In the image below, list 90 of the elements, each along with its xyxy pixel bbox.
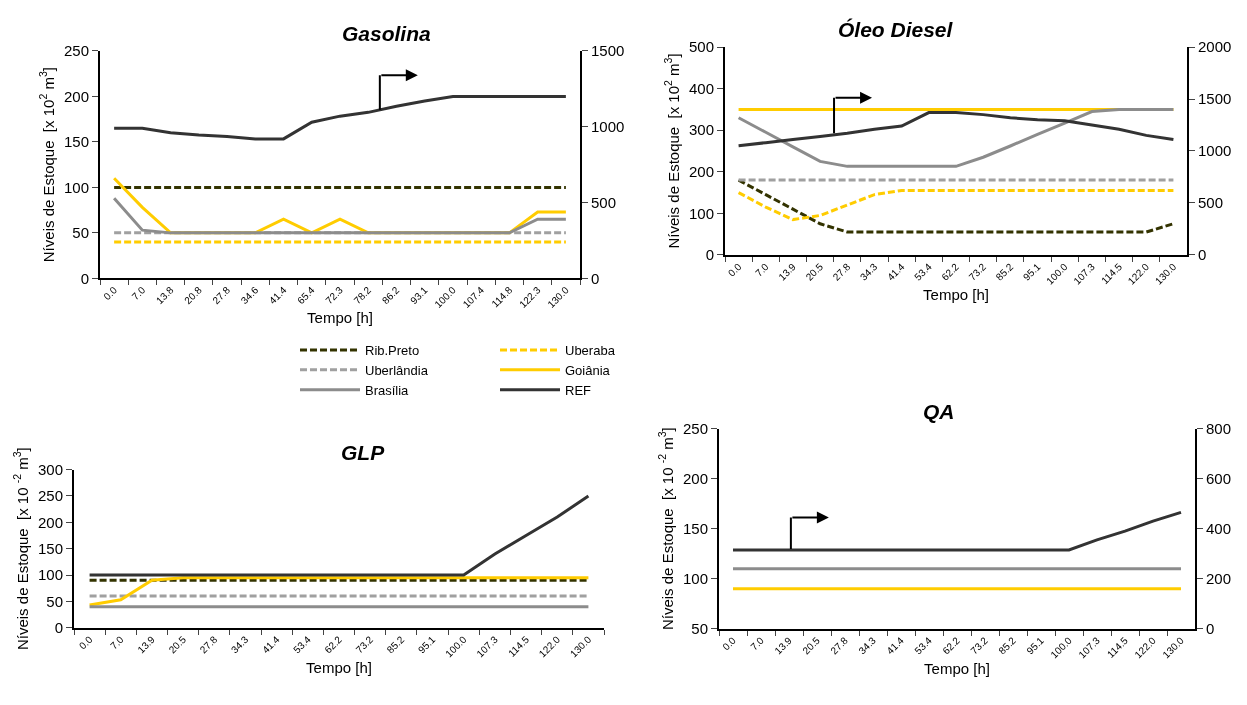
y-tick-label: 150 (37, 539, 63, 557)
x-axis-title: Tempo [h] (924, 659, 990, 677)
y2-tick-label: 1000 (591, 118, 625, 135)
y-tick-label: 500 (688, 38, 714, 56)
y-tick-label: 0 (54, 618, 63, 636)
x-tick-label: 34.3 (856, 634, 879, 657)
x-tick-label: 7.0 (129, 284, 148, 303)
x-tick-label: 13.8 (154, 284, 176, 307)
y-tick-label: 50 (691, 619, 708, 637)
y-tick-label: 250 (63, 42, 89, 60)
legend-label: Uberlândia (365, 362, 429, 378)
x-tick-label: 41.4 (260, 633, 282, 656)
chart-title: Óleo Diesel (838, 18, 954, 41)
y2-tick-label: 2000 (1198, 38, 1232, 56)
y-tick-label: 200 (37, 513, 63, 531)
x-tick-label: 0.0 (720, 634, 739, 653)
x-axis-title: Tempo [h] (923, 286, 989, 304)
y-tick-label: 250 (682, 419, 708, 437)
x-tick-label: 41.4 (884, 634, 907, 657)
x-tick-label: 0.0 (101, 284, 120, 303)
y-tick-label: 400 (688, 79, 714, 97)
x-tick-label: 85.2 (993, 260, 1016, 283)
x-tick-label: 85.2 (996, 634, 1019, 657)
y2-tick-label: 500 (1198, 194, 1224, 212)
y2-tick-label: 600 (1206, 469, 1232, 487)
legend-label: Brasília (365, 382, 410, 398)
x-tick-label: 13.9 (135, 633, 158, 656)
y2-tick-label: 1000 (1198, 142, 1232, 160)
x-tick-label: 7.0 (753, 260, 772, 279)
y2-tick-label: 800 (1206, 419, 1232, 437)
y2-tick-label: 1500 (591, 42, 625, 60)
x-tick-label: 41.4 (266, 284, 289, 307)
x-tick-label: 95.1 (415, 633, 438, 656)
y-tick-label: 150 (682, 519, 708, 537)
x-tick-label: 7.0 (108, 633, 127, 652)
y2-tick-label: 0 (591, 269, 600, 287)
x-tick-label: 62.2 (939, 260, 962, 283)
y-tick-label: 0 (80, 269, 89, 287)
x-tick-label: 95.1 (1024, 634, 1047, 657)
x-tick-label: 93.1 (408, 284, 430, 307)
x-tick-label: 62.2 (322, 633, 345, 656)
x-tick-label: 41.4 (885, 260, 907, 283)
y2-tick-label: 200 (1206, 569, 1232, 587)
x-tick-label: 34.3 (228, 633, 251, 656)
x-tick-label: 53.4 (912, 634, 935, 657)
legend-label: Rib.Preto (365, 342, 420, 358)
y-tick-label: 200 (682, 469, 708, 487)
x-tick-label: 34.6 (238, 284, 261, 307)
x-tick-label: 72.3 (323, 284, 346, 307)
y-tick-label: 100 (682, 569, 708, 587)
legend-label: Uberaba (565, 342, 616, 358)
y-tick-label: 200 (63, 87, 89, 105)
x-tick-label: 62.2 (940, 634, 963, 657)
legend-label: Goiânia (565, 362, 611, 378)
x-tick-label: 95.1 (1020, 260, 1043, 283)
y-tick-label: 250 (37, 487, 63, 505)
y-tick-label: 100 (688, 204, 714, 222)
y-tick-label: 300 (688, 121, 714, 139)
chart-title: GLP (341, 441, 386, 464)
y-tick-label: 300 (37, 460, 63, 478)
y2-tick-label: 0 (1198, 246, 1207, 264)
x-axis-title: Tempo [h] (306, 658, 372, 676)
y-tick-label: 50 (46, 592, 63, 610)
y2-tick-label: 400 (1206, 519, 1232, 537)
x-tick-label: 85.2 (384, 633, 407, 656)
y2-tick-label: 1500 (1198, 90, 1232, 108)
y2-tick-label: 0 (1206, 619, 1215, 637)
y-tick-label: 200 (688, 163, 714, 181)
legend-label: REF (565, 382, 592, 398)
y2-tick-label: 500 (591, 193, 617, 211)
chart-title: QA (923, 400, 955, 423)
y-tick-label: 150 (63, 133, 89, 151)
x-tick-label: 86.2 (379, 284, 402, 307)
x-tick-label: 0.0 (76, 633, 95, 652)
y-tick-label: 100 (63, 178, 89, 196)
y-tick-label: 100 (37, 566, 63, 584)
x-tick-label: 53.4 (291, 633, 314, 656)
x-tick-label: 65.4 (295, 284, 318, 307)
x-tick-label: 73.2 (968, 634, 991, 657)
x-tick-label: 73.2 (966, 260, 989, 283)
x-tick-label: 7.0 (748, 634, 767, 653)
x-tick-label: 78.2 (351, 284, 374, 307)
x-tick-label: 13.9 (772, 634, 795, 657)
x-axis-title: Tempo [h] (307, 309, 373, 327)
x-tick-label: 0.0 (725, 260, 744, 279)
chart-title: Gasolina (342, 22, 432, 45)
y-tick-label: 50 (72, 224, 89, 242)
x-tick-label: 13.9 (776, 260, 799, 283)
x-tick-label: 73.2 (353, 633, 376, 656)
y-tick-label: 0 (705, 246, 714, 264)
